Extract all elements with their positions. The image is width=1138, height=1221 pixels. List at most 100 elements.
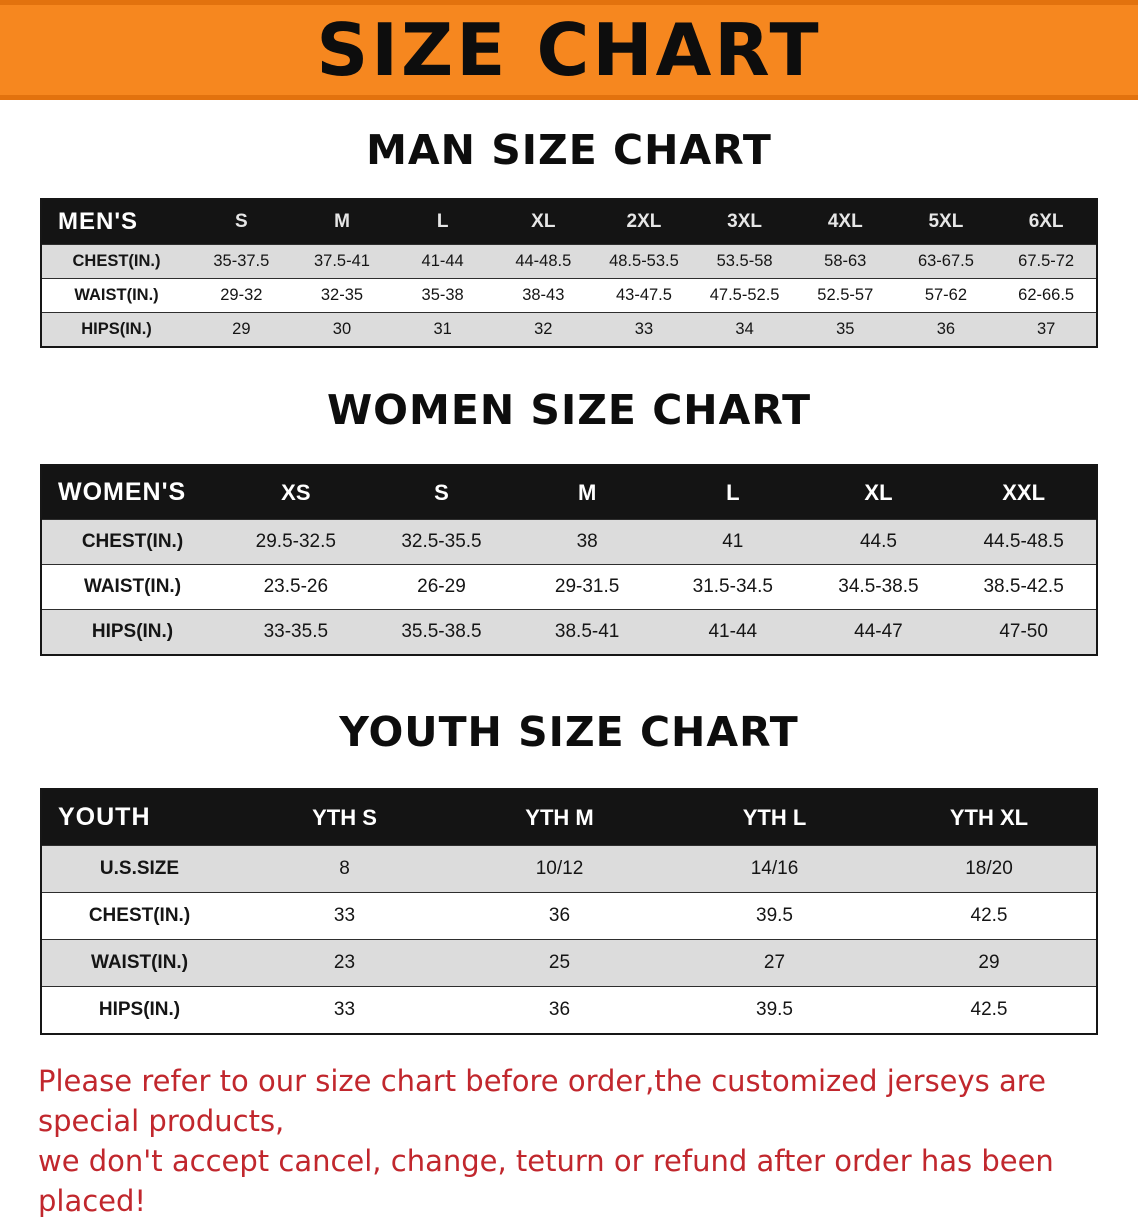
size-column-header: XL <box>805 465 952 520</box>
row-label: CHEST(IN.) <box>41 519 223 565</box>
size-value: 35 <box>794 312 896 347</box>
men-section-heading: MAN SIZE CHART <box>366 126 772 174</box>
size-value: 29.5-32.5 <box>223 519 369 565</box>
row-label: WAIST(IN.) <box>41 278 191 313</box>
size-value: 57-62 <box>895 278 997 313</box>
table-row: WAIST(IN.) 23.5-26 26-29 29-31.5 31.5-34.5 34… <box>41 564 1097 610</box>
size-column-header: XL <box>492 199 594 245</box>
row-label: CHEST(IN.) <box>41 892 237 940</box>
size-column-header: M <box>291 199 393 245</box>
row-label: WAIST(IN.) <box>41 564 223 610</box>
size-value: 53.5-58 <box>694 244 795 279</box>
size-value: 23 <box>237 939 452 987</box>
size-column-header: M <box>514 465 660 520</box>
size-value: 38-43 <box>492 278 594 313</box>
row-label: U.S.SIZE <box>41 845 237 893</box>
table-row: U.S.SIZE 8 10/12 14/16 18/20 <box>41 845 1097 893</box>
table-row: CHEST(IN.) 35-37.5 37.5-41 41-44 44-48.5 48.5… <box>41 244 1097 279</box>
table-header-row: WOMEN'S XS S M L XL XXL <box>41 465 1097 520</box>
table-row: WAIST(IN.) 23 25 27 29 <box>41 939 1097 987</box>
size-column-header: S <box>191 199 292 245</box>
size-value: 29-32 <box>191 278 292 313</box>
size-value: 42.5 <box>882 892 1097 940</box>
table-row: CHEST(IN.) 29.5-32.5 32.5-35.5 38 41 44.5 44.5… <box>41 519 1097 565</box>
size-value: 8 <box>237 845 452 893</box>
size-value: 35-38 <box>392 278 493 313</box>
size-value: 44.5-48.5 <box>951 519 1097 565</box>
size-value: 23.5-26 <box>223 564 369 610</box>
row-label: HIPS(IN.) <box>41 609 223 655</box>
row-label: HIPS(IN.) <box>41 312 191 347</box>
size-value: 43-47.5 <box>593 278 695 313</box>
size-chart-banner: SIZE CHART <box>0 0 1138 100</box>
size-value: 47.5-52.5 <box>694 278 795 313</box>
size-value: 34.5-38.5 <box>805 564 952 610</box>
size-column-header: S <box>368 465 515 520</box>
size-column-header: YTH L <box>667 789 882 846</box>
table-corner-label: MEN'S <box>41 199 191 245</box>
women-size-section: WOMEN SIZE CHART WOMEN'S XS S M L XL XXL CHEST(… <box>0 386 1138 656</box>
size-value: 25 <box>452 939 667 987</box>
men-size-section: MAN SIZE CHART MEN'S S M L XL 2XL 3XL 4XL 5XL 6XL… <box>0 126 1138 348</box>
page-title: SIZE CHART <box>316 8 822 92</box>
size-value: 38 <box>514 519 660 565</box>
size-value: 35.5-38.5 <box>368 609 515 655</box>
size-value: 26-29 <box>368 564 515 610</box>
table-header-row: YOUTH YTH S YTH M YTH L YTH XL <box>41 789 1097 846</box>
size-value: 18/20 <box>882 845 1097 893</box>
size-value: 47-50 <box>951 609 1097 655</box>
size-value: 32 <box>492 312 594 347</box>
size-value: 58-63 <box>794 244 896 279</box>
size-value: 32.5-35.5 <box>368 519 515 565</box>
table-row: CHEST(IN.) 33 36 39.5 42.5 <box>41 892 1097 940</box>
size-value: 63-67.5 <box>895 244 997 279</box>
size-value: 67.5-72 <box>996 244 1097 279</box>
size-value: 62-66.5 <box>996 278 1097 313</box>
youth-size-section: YOUTH SIZE CHART YOUTH YTH S YTH M YTH L YTH… <box>0 708 1138 1035</box>
table-corner-label: YOUTH <box>41 789 237 846</box>
size-value: 44-48.5 <box>492 244 594 279</box>
size-value: 37 <box>996 312 1097 347</box>
size-value: 42.5 <box>882 986 1097 1034</box>
size-value: 32-35 <box>291 278 393 313</box>
table-row: HIPS(IN.) 33 36 39.5 42.5 <box>41 986 1097 1034</box>
footer-note: Please refer to our size chart before or… <box>0 1061 1138 1221</box>
size-value: 35-37.5 <box>191 244 292 279</box>
size-value: 31.5-34.5 <box>659 564 806 610</box>
size-value: 29 <box>191 312 292 347</box>
size-value: 29-31.5 <box>514 564 660 610</box>
size-value: 44-47 <box>805 609 952 655</box>
size-value: 36 <box>452 986 667 1034</box>
size-column-header: 5XL <box>895 199 997 245</box>
size-value: 27 <box>667 939 882 987</box>
size-value: 37.5-41 <box>291 244 393 279</box>
size-value: 33 <box>237 986 452 1034</box>
size-value: 33 <box>593 312 695 347</box>
size-value: 38.5-41 <box>514 609 660 655</box>
size-value: 29 <box>882 939 1097 987</box>
table-corner-label: WOMEN'S <box>41 465 223 520</box>
table-row: HIPS(IN.) 33-35.5 35.5-38.5 38.5-41 41-44 44-… <box>41 609 1097 655</box>
size-value: 10/12 <box>452 845 667 893</box>
size-column-header: 4XL <box>794 199 896 245</box>
size-column-header: XXL <box>951 465 1097 520</box>
size-column-header: XS <box>223 465 369 520</box>
size-column-header: L <box>659 465 806 520</box>
row-label: CHEST(IN.) <box>41 244 191 279</box>
footer-note-line-2: we don't accept cancel, change, teturn o… <box>38 1144 1054 1219</box>
size-column-header: L <box>392 199 493 245</box>
size-column-header: YTH XL <box>882 789 1097 846</box>
men-size-table: MEN'S S M L XL 2XL 3XL 4XL 5XL 6XL CHEST(IN.) 35-37… <box>40 198 1098 348</box>
size-value: 14/16 <box>667 845 882 893</box>
size-value: 39.5 <box>667 986 882 1034</box>
table-header-row: MEN'S S M L XL 2XL 3XL 4XL 5XL 6XL <box>41 199 1097 245</box>
size-column-header: 2XL <box>593 199 695 245</box>
size-value: 31 <box>392 312 493 347</box>
size-value: 48.5-53.5 <box>593 244 695 279</box>
size-column-header: YTH M <box>452 789 667 846</box>
size-value: 30 <box>291 312 393 347</box>
women-size-table: WOMEN'S XS S M L XL XXL CHEST(IN.) 29.5-32.5 32.5… <box>40 464 1098 656</box>
size-value: 34 <box>694 312 795 347</box>
size-value: 33-35.5 <box>223 609 369 655</box>
size-column-header: 6XL <box>996 199 1097 245</box>
